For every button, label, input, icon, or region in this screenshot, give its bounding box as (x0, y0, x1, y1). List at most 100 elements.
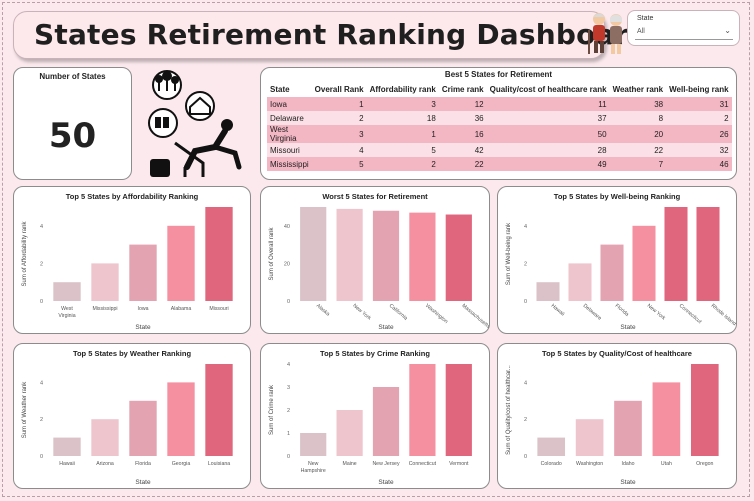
bar (696, 207, 720, 301)
chart-title: Top 5 States by Crime Ranking (320, 349, 430, 358)
table-cell: 18 (366, 111, 439, 125)
y-tick-label: 2 (524, 417, 527, 423)
worst-states-chart-card: Worst 5 States for Retirement Sum of Over… (260, 186, 490, 334)
table-header: State (270, 85, 290, 94)
wellbeing-chart: Top 5 States by Well-being Ranking Sum of… (506, 192, 736, 331)
table-cell: Iowa (267, 97, 312, 111)
x-tick-label: New York (646, 303, 667, 322)
x-tick-label: Delaware (582, 303, 603, 322)
y-axis-label: Sum of Overall rank (269, 226, 275, 280)
bar (614, 400, 642, 456)
y-tick-label: 1 (287, 431, 290, 437)
table-cell: 46 (666, 157, 732, 171)
x-axis-label: State (620, 324, 636, 331)
bar (372, 210, 400, 301)
table-row: Iowa 1 3 12 11 38 31 (267, 97, 732, 111)
x-tick-label: Alabama (171, 306, 192, 312)
table-cell: 11 (486, 97, 610, 111)
table-cell: 4 (311, 143, 367, 157)
title-card: States Retirement Ranking Dashboard (13, 11, 649, 59)
y-tick-label: 4 (40, 380, 43, 386)
table-cell: 2 (666, 111, 732, 125)
table-cell: 20 (609, 125, 667, 143)
bar (445, 214, 472, 301)
x-tick-label: Georgia (172, 461, 191, 467)
state-dropdown[interactable]: All ⌄ (635, 26, 733, 40)
bar (600, 244, 624, 301)
bar (372, 387, 400, 456)
x-tick-label: Virginia (58, 313, 75, 319)
x-tick-label: Washington (424, 303, 449, 325)
bar (690, 364, 719, 456)
table-cell: 49 (486, 157, 610, 171)
y-tick-label: 0 (524, 454, 527, 460)
state-slicer: State All ⌄ (627, 10, 740, 46)
elderly-couple-icon (588, 13, 622, 54)
bar (91, 263, 119, 301)
bar (652, 382, 681, 456)
bar (91, 419, 119, 456)
bar (409, 364, 436, 456)
x-tick-label: New York (351, 303, 372, 322)
wellbeing-chart-card: Top 5 States by Well-being Ranking Sum of… (497, 186, 737, 334)
x-tick-label: Hawaii (550, 303, 566, 318)
bar (167, 382, 195, 456)
y-tick-label: 2 (524, 261, 527, 267)
x-tick-label: Massachusetts (461, 303, 489, 330)
table-cell: 2 (311, 111, 367, 125)
table-cell: 22 (609, 143, 667, 157)
bar (205, 207, 233, 301)
chart-title: Top 5 States by Quality/Cost of healthca… (542, 349, 692, 358)
weather-chart-card: Top 5 States by Weather Ranking Sum of We… (13, 343, 251, 489)
y-tick-label: 4 (524, 224, 527, 230)
y-tick-label: 0 (287, 299, 290, 305)
bar (167, 225, 195, 301)
bar (575, 419, 604, 456)
table-cell: 5 (311, 157, 367, 171)
bar (445, 364, 472, 456)
table-header: Well-being rank (669, 85, 729, 94)
table-header: Quality/cost of healthcare rank (489, 85, 607, 94)
table-row: Mississippi 5 2 22 49 7 46 (267, 157, 732, 171)
chart-title: Top 5 States by Well-being Ranking (554, 192, 681, 201)
crime-chart: Top 5 States by Crime Ranking Sum of Crim… (269, 349, 472, 486)
x-axis-label: State (135, 324, 151, 331)
y-tick-label: 0 (40, 299, 43, 305)
table-cell: 2 (366, 157, 439, 171)
x-tick-label: New Jersey (372, 461, 400, 467)
table-cell: 22 (438, 157, 487, 171)
table-cell: 5 (366, 143, 439, 157)
bar (300, 207, 327, 301)
table-header: Affordability rank (369, 85, 436, 94)
bar (632, 225, 656, 301)
chart-title: Top 5 States by Weather Ranking (73, 349, 191, 358)
table-cell: Missouri (267, 143, 312, 157)
x-tick-label: Rhode Island (710, 303, 736, 327)
table-row: West Virginia 3 1 16 50 20 26 (267, 125, 732, 143)
x-tick-label: Idaho (622, 461, 635, 467)
bar (568, 263, 592, 301)
bar (205, 364, 233, 456)
x-tick-label: Iowa (138, 306, 149, 312)
x-axis-label: State (378, 324, 394, 331)
table-header: Weather rank (612, 85, 664, 94)
x-tick-label: California (388, 303, 409, 322)
affordability-chart: Top 5 States by Affordability Ranking Sum… (22, 192, 233, 331)
table-cell: 26 (666, 125, 732, 143)
table-title: Best 5 States for Retirement (444, 70, 553, 79)
table-cell: 12 (438, 97, 487, 111)
x-tick-label: Arizona (96, 461, 114, 467)
y-axis-label: Sum of Well-being rank (506, 222, 512, 285)
x-tick-label: Louisiana (208, 461, 230, 467)
x-tick-label: Colorado (541, 461, 562, 467)
x-tick-label: Florida (614, 303, 630, 318)
table-cell: 1 (366, 125, 439, 143)
table-cell: Delaware (267, 111, 312, 125)
x-tick-label: Utah (661, 461, 672, 467)
best-states-table-card: Best 5 States for Retirement State Overal… (260, 67, 737, 180)
y-tick-label: 3 (287, 385, 290, 391)
kpi-label: Number of States (39, 72, 106, 81)
affordability-chart-card: Top 5 States by Affordability Ranking Sum… (13, 186, 251, 334)
table-cell: 37 (486, 111, 610, 125)
x-tick-label: New (308, 461, 319, 467)
